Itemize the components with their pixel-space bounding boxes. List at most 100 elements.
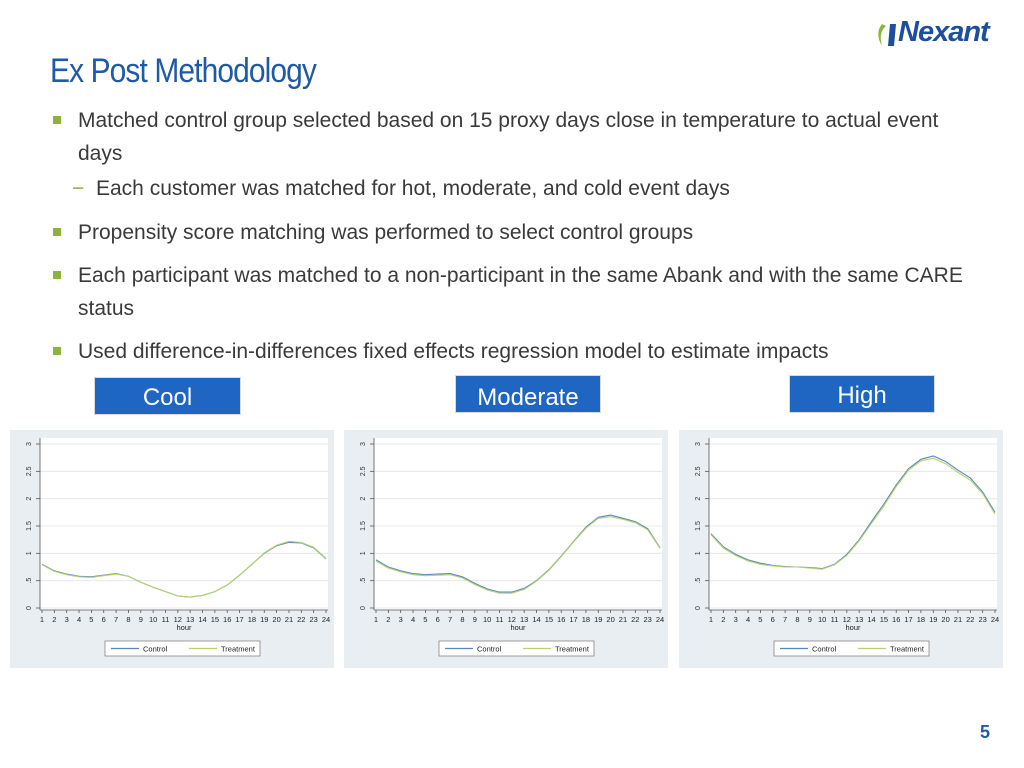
legend-box — [104, 640, 261, 657]
x-tick-label: 14 — [867, 615, 875, 624]
y-tick-label: .5 — [26, 578, 33, 584]
x-tick-label: 18 — [917, 615, 925, 624]
x-tick-label: 14 — [532, 615, 540, 624]
x-tick-label: 14 — [198, 615, 206, 624]
legend-label: Treatment — [555, 645, 590, 654]
x-axis-label: hour — [510, 623, 526, 632]
x-tick-label: 2 — [386, 615, 390, 624]
sub-bullet-item: − Each customer was matched for hot, mode… — [50, 176, 970, 202]
legend-label: Treatment — [221, 645, 256, 654]
x-tick-label: 13 — [855, 615, 863, 624]
series-line-treatment — [375, 516, 661, 594]
x-tick-label: 8 — [460, 615, 464, 624]
y-tick-label: 1 — [695, 551, 702, 555]
bullet-text: Propensity score matching was performed … — [78, 221, 694, 244]
y-tick-label: 0 — [360, 606, 367, 610]
bullet-item: Used difference-in-differences fixed eff… — [50, 335, 970, 368]
x-tick-label: 5 — [423, 615, 427, 624]
x-tick-label: 9 — [139, 615, 143, 624]
x-tick-label: 1 — [40, 615, 44, 624]
y-tick-label: 1.5 — [360, 521, 367, 531]
x-tick-label: 9 — [473, 615, 477, 624]
x-tick-label: 21 — [619, 615, 627, 624]
page-title: Ex Post Methodology — [50, 52, 317, 90]
x-tick-label: 22 — [297, 615, 305, 624]
x-tick-label: 11 — [831, 615, 839, 624]
chart-high: 0.511.522.531 2 3 4 5 6 7 8 9 10 11 12 13 14 15 16 17 18 1… — [695, 438, 999, 657]
plot-area — [374, 438, 662, 610]
x-tick-label: 21 — [954, 615, 962, 624]
y-tick-label: .5 — [360, 578, 367, 584]
x-tick-label: 17 — [235, 615, 243, 624]
x-tick-label: 16 — [892, 615, 900, 624]
x-tick-label: 5 — [758, 615, 762, 624]
x-tick-label: 5 — [89, 615, 93, 624]
plot-area — [709, 438, 997, 610]
cool-label: Cool — [95, 378, 240, 414]
x-tick-label: 12 — [508, 615, 516, 624]
x-tick-label: 4 — [746, 615, 750, 624]
x-tick-label: 18 — [582, 615, 590, 624]
page-number: 5 — [979, 722, 990, 742]
x-tick-label: 20 — [272, 615, 280, 624]
x-tick-label: 18 — [248, 615, 256, 624]
chart-panel-cool: 0.5 1 1.5 2 2.5 3 1 2 3 4 5 6 7 8 9 10 11 12 13 14 15 16 17 18 1… — [10, 430, 334, 668]
series-line-control — [710, 455, 996, 570]
chart-moderate: 0.511.522.531 2 3 4 5 6 7 8 9 10 11 12 13 14 15 16 17 18 1… — [360, 438, 664, 657]
y-tick-label: .5 — [695, 578, 702, 584]
y-tick-label: 3 — [26, 442, 33, 446]
y-tick-label: 2 — [360, 497, 367, 501]
y-tick-label: 1.5 — [26, 521, 33, 531]
x-tick-label: 23 — [978, 615, 986, 624]
x-tick-label: 24 — [322, 615, 330, 624]
x-tick-label: 22 — [966, 615, 974, 624]
y-tick-label: 2.5 — [695, 466, 702, 476]
y-tick-label: 2.5 — [26, 466, 33, 476]
y-tick-label: 2 — [26, 497, 33, 501]
series-line-treatment — [710, 457, 996, 570]
bullet-text: Used difference-in-differences fixed eff… — [78, 340, 829, 363]
x-tick-label: 24 — [656, 615, 664, 624]
y-tick-label: 1.5 — [695, 521, 702, 531]
x-tick-label: 13 — [186, 615, 194, 624]
series-line-treatment — [41, 540, 327, 598]
chart-cool: 0.511.522.531 2 3 4 5 6 7 8 9 10 11 12 13 14 15 16 17 18 1… — [26, 438, 330, 657]
x-tick-label: 16 — [223, 615, 231, 624]
x-tick-label: 4 — [411, 615, 415, 624]
logo-text: Nexant — [898, 16, 990, 48]
x-tick-label: 15 — [211, 615, 219, 624]
legend-label: Treatment — [890, 645, 925, 654]
x-tick-label: 6 — [771, 615, 775, 624]
moderate-label: Moderate — [456, 376, 600, 412]
x-tick-label: 16 — [557, 615, 565, 624]
dash-icon: − — [72, 177, 85, 200]
x-tick-label: 7 — [114, 615, 118, 624]
y-tick-label: 0 — [695, 606, 702, 610]
x-tick-label: 1 — [374, 615, 378, 624]
bullet-item: Each participant was matched to a non-pa… — [50, 259, 970, 325]
bullet-square-icon — [53, 116, 61, 124]
x-tick-label: 15 — [880, 615, 888, 624]
series-line-control — [375, 514, 661, 593]
x-tick-label: 13 — [520, 615, 528, 624]
bullet-item: Propensity score matching was performed … — [50, 216, 970, 249]
x-tick-label: 21 — [285, 615, 293, 624]
x-tick-label: 2 — [52, 615, 56, 624]
x-tick-label: 12 — [843, 615, 851, 624]
x-tick-label: 17 — [569, 615, 577, 624]
chart-panel-moderate: 0.5 1 1.5 2 2.5 3 1 2 3 4 5 6 7 8 9 10 11 12 13 14 15 16 17 18 1… — [344, 430, 668, 668]
x-tick-label: 7 — [448, 615, 452, 624]
x-axis-label: hour — [176, 623, 192, 632]
x-tick-label: 6 — [436, 615, 440, 624]
x-tick-label: 23 — [643, 615, 651, 624]
x-tick-label: 11 — [162, 615, 170, 624]
y-tick-label: 3 — [360, 442, 367, 446]
x-tick-label: 17 — [904, 615, 912, 624]
x-tick-label: 3 — [65, 615, 69, 624]
x-tick-label: 6 — [102, 615, 106, 624]
nexant-logo: Nexant — [876, 14, 1011, 54]
x-tick-label: 22 — [631, 615, 639, 624]
legend-label: Control — [477, 645, 502, 654]
x-tick-label: 8 — [126, 615, 130, 624]
y-tick-label: 1 — [360, 551, 367, 555]
